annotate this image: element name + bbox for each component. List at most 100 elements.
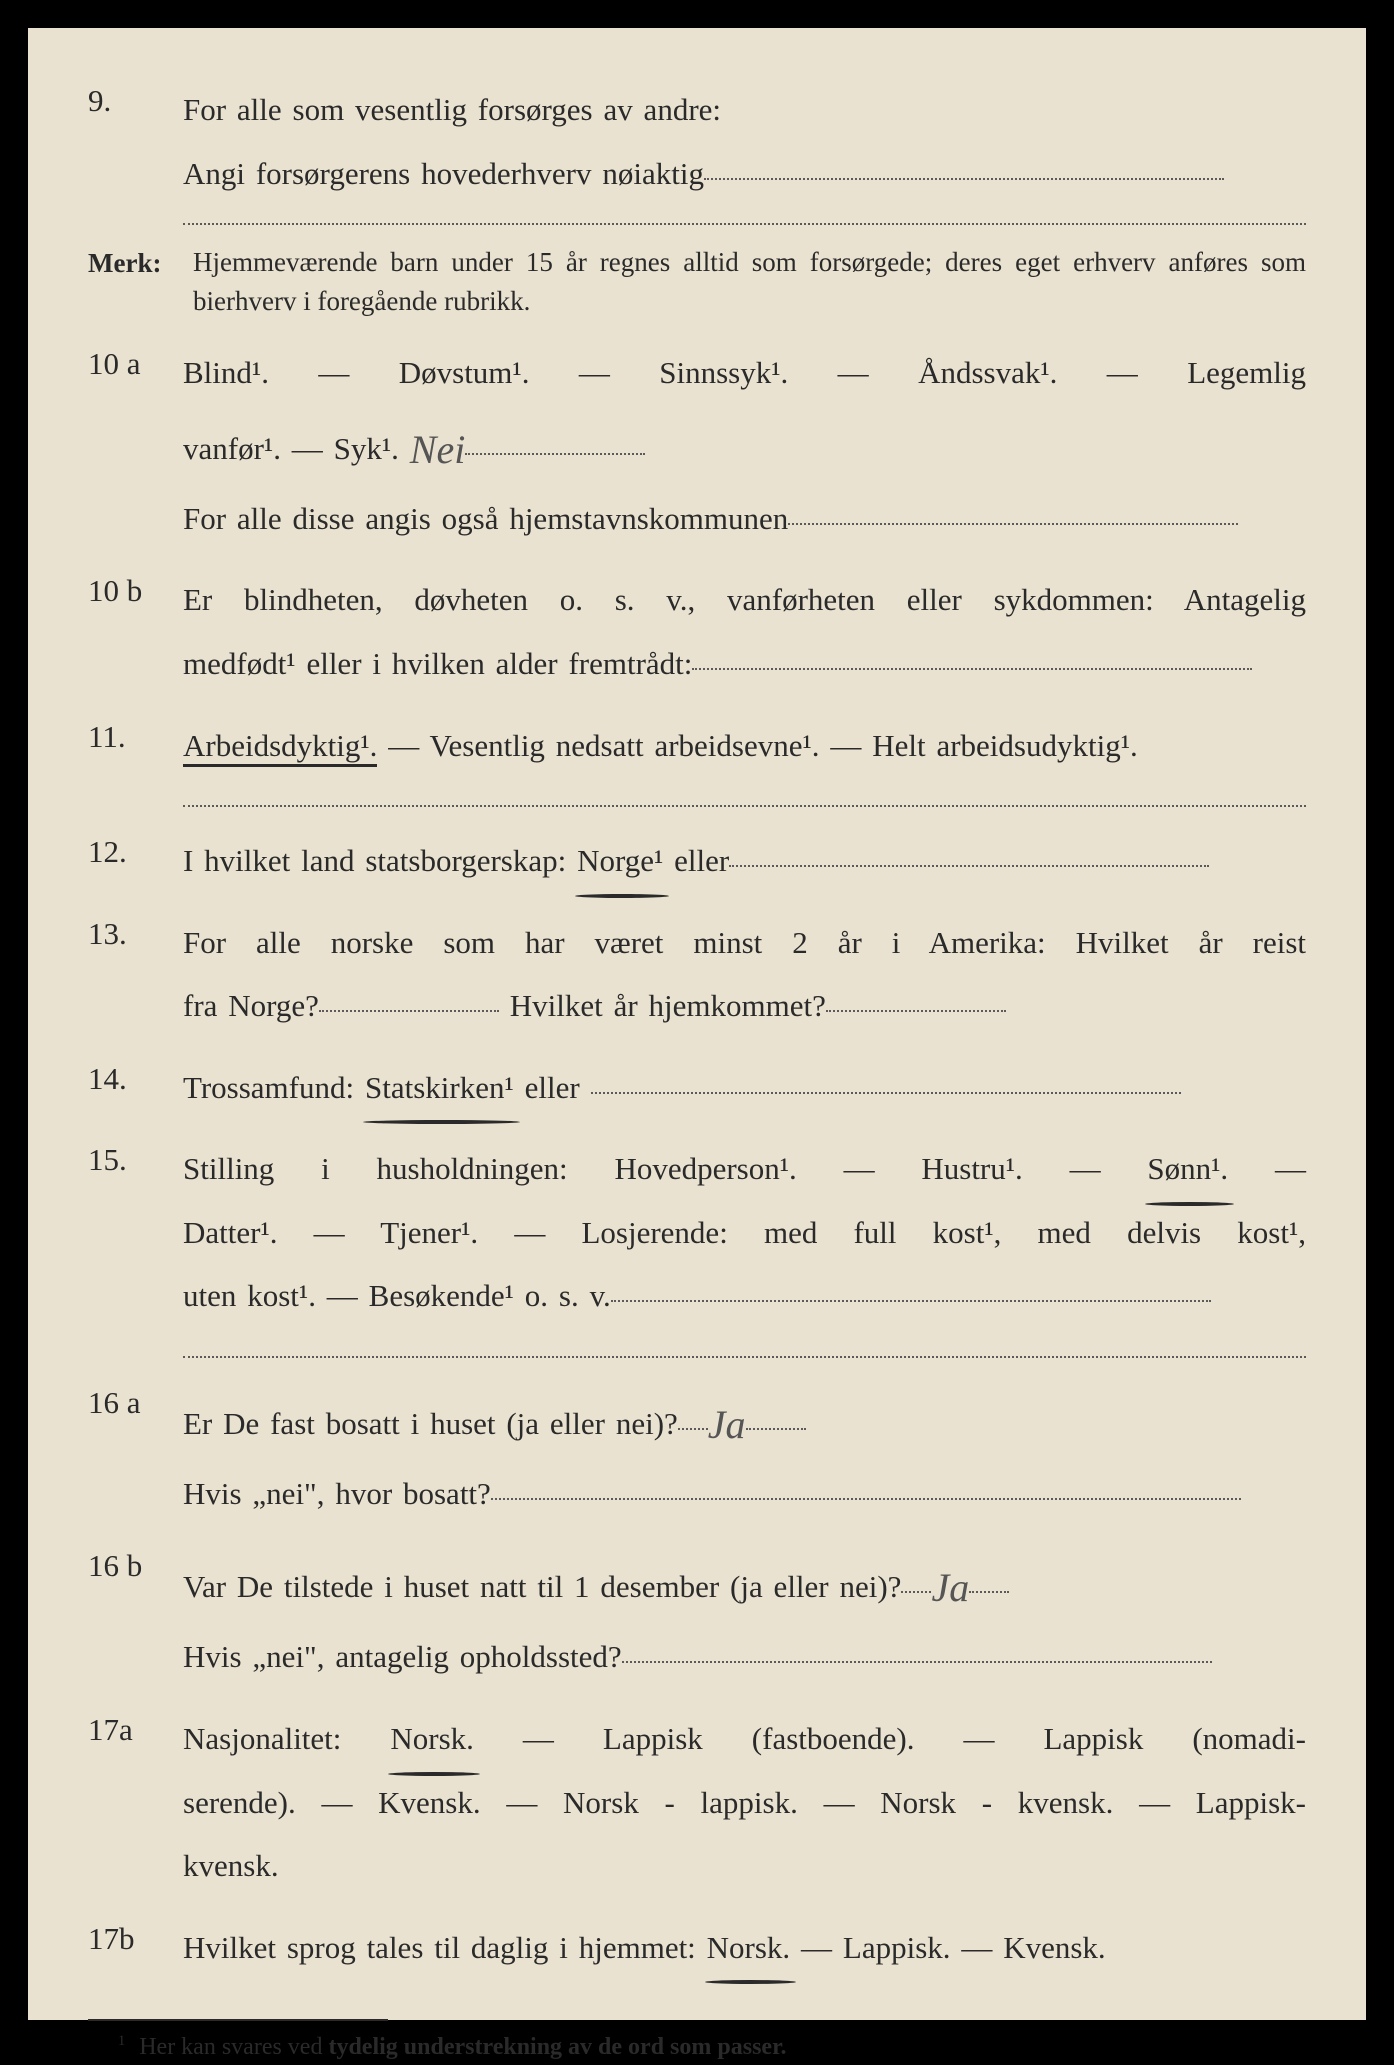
q10a-num: 10 a	[88, 341, 183, 550]
q16a-l2q: „nei"	[252, 1476, 316, 1511]
handwritten-ja: Ja	[708, 1402, 746, 1447]
q10a-l3-text: For alle disse angis også hjemstavnskomm…	[183, 501, 788, 536]
q17a-l3: kvensk.	[183, 1834, 1306, 1898]
fill-line	[704, 178, 1224, 180]
footnote-a: Her kan svares ved	[139, 2034, 328, 2060]
q16a-l2b: , hvor bosatt?	[317, 1476, 491, 1511]
q15-body: Stilling i husholdningen: Hovedperson¹. …	[183, 1137, 1306, 1328]
question-13: 13. For alle norske som har været minst …	[88, 911, 1306, 1038]
q10b-l1: Er blindheten, døvheten o. s. v., vanfør…	[183, 568, 1306, 632]
fill-line	[826, 1010, 1006, 1012]
q12-body: I hvilket land statsborgerskap: Norge¹ e…	[183, 829, 1306, 893]
q16a-body: Er De fast bosatt i huset (ja eller nei)…	[183, 1380, 1306, 1526]
q14-underlined: Statskirken¹	[365, 1056, 514, 1120]
fill-line	[611, 1300, 1211, 1302]
q11-rest: — Vesentlig nedsatt arbeidsevne¹. — Helt…	[377, 728, 1137, 763]
q16a-l1a: Er De fast bosatt i huset (ja eller nei)…	[183, 1406, 678, 1441]
q10b-l2: medfødt¹ eller i hvilken alder fremtrådt…	[183, 632, 1306, 696]
q17a-l1a: Nasjonalitet:	[183, 1721, 390, 1756]
q10b-num: 10 b	[88, 568, 183, 695]
divider	[183, 1356, 1306, 1358]
question-10b: 10 b Er blindheten, døvheten o. s. v., v…	[88, 568, 1306, 695]
q15-l1b: —	[1228, 1151, 1306, 1186]
q16b-l2: Hvis „nei", antagelig opholdssted?	[183, 1625, 1306, 1689]
q14-b: eller	[514, 1070, 591, 1105]
fill-line	[622, 1661, 1212, 1663]
q10a-body: Blind¹. — Døvstum¹. — Sinnssyk¹. — Åndss…	[183, 341, 1306, 550]
question-16b: 16 b Var De tilstede i huset natt til 1 …	[88, 1543, 1306, 1689]
q14-line: Trossamfund: Statskirken¹ eller	[183, 1056, 1306, 1120]
q13-l2: fra Norge? Hvilket år hjemkommet?	[183, 974, 1306, 1038]
fill-line	[746, 1428, 806, 1430]
q16a-l2: Hvis „nei", hvor bosatt?	[183, 1462, 1306, 1526]
q16a-num: 16 a	[88, 1380, 183, 1526]
divider	[183, 223, 1306, 225]
fill-line	[319, 1010, 499, 1012]
q16a-l2a: Hvis	[183, 1476, 252, 1511]
q17b-b: — Lappisk. — Kvensk.	[790, 1930, 1105, 1965]
fill-line	[465, 453, 645, 455]
q17a-underlined: Norsk.	[390, 1707, 474, 1771]
question-15: 15. Stilling i husholdningen: Hovedperso…	[88, 1137, 1306, 1328]
question-14: 14. Trossamfund: Statskirken¹ eller	[88, 1056, 1306, 1120]
q15-l3: uten kost¹. — Besøkende¹ o. s. v.	[183, 1264, 1306, 1328]
q13-l1: For alle norske som har været minst 2 år…	[183, 911, 1306, 975]
fill-line	[901, 1591, 931, 1593]
q13-l2b: Hvilket år hjemkommet?	[499, 988, 826, 1023]
q13-l2a: fra Norge?	[183, 988, 319, 1023]
q15-l1a: Stilling i husholdningen: Hovedperson¹. …	[183, 1151, 1147, 1186]
footnote-b: tydelig understrekning av de ord som pas…	[328, 2034, 786, 2060]
fill-line	[692, 668, 1252, 670]
merk-text: Hjemmeværende barn under 15 år regnes al…	[193, 243, 1306, 321]
q17b-underlined: Norsk.	[707, 1916, 791, 1980]
q12-underlined: Norge¹	[577, 829, 663, 893]
question-11: 11. Arbeidsdyktig¹. — Vesentlig nedsatt …	[88, 714, 1306, 778]
q16b-l2a: Hvis	[183, 1639, 252, 1674]
footnote-sup: 1	[118, 2033, 125, 2049]
q16b-l2q: „nei"	[252, 1639, 316, 1674]
merk-label: Merk:	[88, 243, 193, 321]
q17b-num: 17b	[88, 1916, 183, 1980]
form-page: 9. For alle som vesentlig forsørges av a…	[28, 28, 1366, 2020]
q15-l3a: uten kost¹. — Besøkende¹ o. s. v.	[183, 1278, 611, 1313]
q15-l1: Stilling i husholdningen: Hovedperson¹. …	[183, 1137, 1306, 1201]
q10a-l3: For alle disse angis også hjemstavnskomm…	[183, 487, 1306, 551]
q11-body: Arbeidsdyktig¹. — Vesentlig nedsatt arbe…	[183, 714, 1306, 778]
q17a-num: 17a	[88, 1707, 183, 1898]
q13-num: 13.	[88, 911, 183, 1038]
q9-line1: For alle som vesentlig forsørges av andr…	[183, 78, 1306, 142]
q17b-a: Hvilket sprog tales til daglig i hjemmet…	[183, 1930, 707, 1965]
q15-l2: Datter¹. — Tjener¹. — Losjerende: med fu…	[183, 1201, 1306, 1265]
divider	[183, 805, 1306, 807]
q17a-l1b: — Lappisk (fastboende). — Lappisk (nomad…	[474, 1721, 1306, 1756]
question-16a: 16 a Er De fast bosatt i huset (ja eller…	[88, 1380, 1306, 1526]
q11-line: Arbeidsdyktig¹. — Vesentlig nedsatt arbe…	[183, 714, 1306, 778]
q16b-l1a: Var De tilstede i huset natt til 1 desem…	[183, 1569, 901, 1604]
q14-a: Trossamfund:	[183, 1070, 365, 1105]
handwritten-nei: Nei	[410, 427, 466, 472]
q10a-l2-text: vanfør¹. — Syk¹.	[183, 431, 399, 466]
q11-underlined: Arbeidsdyktig¹.	[183, 728, 377, 767]
q16a-l1: Er De fast bosatt i huset (ja eller nei)…	[183, 1380, 1306, 1462]
question-17b: 17b Hvilket sprog tales til daglig i hje…	[88, 1916, 1306, 1980]
q9-line2: Angi forsørgerens hovederhverv nøiaktig	[183, 142, 1306, 206]
q16b-num: 16 b	[88, 1543, 183, 1689]
question-17a: 17a Nasjonalitet: Norsk. — Lappisk (fast…	[88, 1707, 1306, 1898]
q14-body: Trossamfund: Statskirken¹ eller	[183, 1056, 1306, 1120]
fill-line	[491, 1498, 1241, 1500]
question-9: 9. For alle som vesentlig forsørges av a…	[88, 78, 1306, 205]
fill-line	[729, 865, 1209, 867]
q10a-l2: vanfør¹. — Syk¹. Nei	[183, 405, 1306, 487]
q17a-body: Nasjonalitet: Norsk. — Lappisk (fastboen…	[183, 1707, 1306, 1898]
q9-l2-text: Angi forsørgerens hovederhverv nøiaktig	[183, 156, 704, 191]
fill-line	[591, 1092, 1181, 1094]
q12-a: I hvilket land statsborgerskap:	[183, 843, 577, 878]
q12-line: I hvilket land statsborgerskap: Norge¹ e…	[183, 829, 1306, 893]
q10b-l2-text: medfødt¹ eller i hvilken alder fremtrådt…	[183, 646, 692, 681]
q17b-line: Hvilket sprog tales til daglig i hjemmet…	[183, 1916, 1306, 1980]
q9-body: For alle som vesentlig forsørges av andr…	[183, 78, 1306, 205]
q15-num: 15.	[88, 1137, 183, 1328]
fill-line	[678, 1428, 708, 1430]
q17a-l1: Nasjonalitet: Norsk. — Lappisk (fastboen…	[183, 1707, 1306, 1771]
handwritten-ja: Ja	[931, 1565, 969, 1610]
